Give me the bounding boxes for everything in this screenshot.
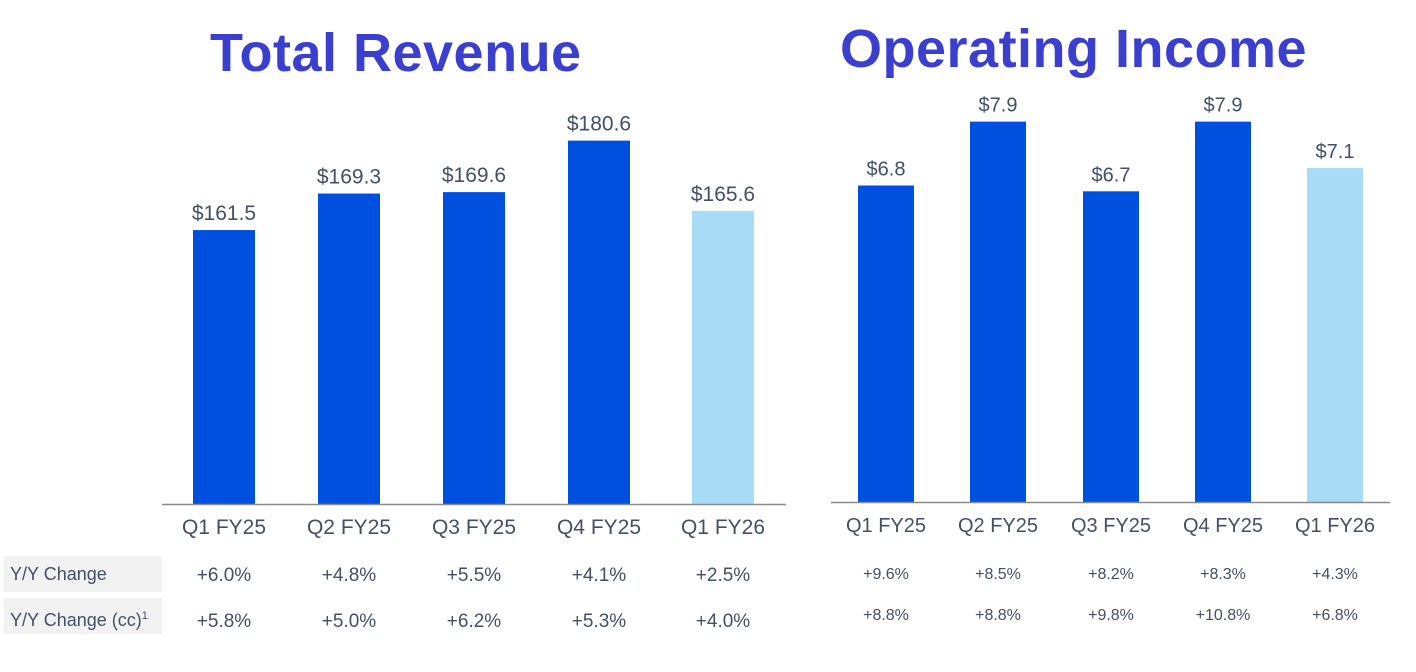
- op-tick-label-4: Q4 FY25: [1183, 515, 1263, 537]
- revenue-yy-cell-3: +5.5%: [446, 565, 502, 586]
- rev-bar-4: [568, 140, 630, 505]
- opinc-yy-cell-5: +4.3%: [1312, 566, 1358, 583]
- op-bar-2: [970, 121, 1026, 503]
- operating-income-chart-title: Operating Income: [840, 19, 1308, 79]
- rev-data-label-5: $165.6: [691, 183, 755, 206]
- revenue-yy-cc-cell-2: +5.0%: [321, 611, 377, 632]
- op-tick-label-1: Q1 FY25: [846, 515, 926, 537]
- rev-data-label-1: $161.5: [192, 202, 256, 225]
- op-data-label-3: $6.7: [1092, 164, 1131, 186]
- op-tick-label-3: Q3 FY25: [1071, 515, 1151, 537]
- op-bar-1: [858, 185, 914, 503]
- op-tick-label-5: Q1 FY26: [1295, 515, 1375, 537]
- rev-tick-label-2: Q2 FY25: [307, 516, 391, 539]
- op-data-label-5: $7.1: [1316, 141, 1355, 163]
- rev-data-label-4: $180.6: [567, 113, 631, 136]
- op-data-label-4: $7.9: [1204, 95, 1243, 117]
- revenue-yy-cc-cell-4: +5.3%: [571, 611, 627, 632]
- rev-bar-3: [443, 192, 505, 505]
- op-data-label-2: $7.9: [979, 95, 1018, 117]
- rev-bar-1: [193, 230, 255, 505]
- op-bar-4: [1195, 121, 1251, 503]
- rev-tick-label-3: Q3 FY25: [432, 516, 516, 539]
- rev-bar-2: [318, 193, 380, 504]
- opinc-yy-cell-2: +8.5%: [975, 566, 1021, 583]
- charts-canvas: $161.5 Q1 FY25 $169.3 Q2 FY25 $169.6 Q3 FY25 $…: [162, 95, 1390, 539]
- opinc-yy-cc-cell-3: +9.8%: [1088, 607, 1134, 624]
- revenue-yy-cc-cell-5: +4.0%: [695, 611, 751, 632]
- revenue-chart-title: Total Revenue: [210, 23, 582, 83]
- revenue-yy-cell-4: +4.1%: [571, 565, 627, 586]
- opinc-yy-cell-3: +8.2%: [1088, 566, 1134, 583]
- row-label-yy-change: Y/Y Change: [4, 556, 162, 592]
- rev-tick-label-5: Q1 FY26: [681, 516, 765, 539]
- rev-data-label-2: $169.3: [317, 166, 381, 189]
- revenue-yy-cc-cell-1: +5.8%: [196, 611, 252, 632]
- rev-bar-5: [692, 210, 754, 504]
- opinc-yy-cc-cell-4: +10.8%: [1195, 607, 1251, 624]
- op-bar-3: [1083, 191, 1139, 502]
- rev-tick-label-1: Q1 FY25: [182, 516, 266, 539]
- revenue-yy-cell-2: +4.8%: [321, 565, 377, 586]
- op-bar-5: [1307, 168, 1363, 502]
- opinc-yy-cell-4: +8.3%: [1200, 566, 1246, 583]
- footnote-mark: 1: [141, 610, 148, 622]
- revenue-yy-cell-5: +2.5%: [695, 565, 751, 586]
- revenue-yy-cell-1: +6.0%: [196, 565, 252, 586]
- opinc-yy-cell-1: +9.6%: [863, 566, 909, 583]
- op-tick-label-2: Q2 FY25: [958, 515, 1038, 537]
- opinc-yy-cc-cell-5: +6.8%: [1312, 607, 1358, 624]
- rev-tick-label-4: Q4 FY25: [557, 516, 641, 539]
- opinc-yy-cc-cell-1: +8.8%: [863, 607, 909, 624]
- row-label-yy-change-cc: Y/Y Change (cc)1: [4, 598, 162, 634]
- op-data-label-1: $6.8: [867, 158, 906, 180]
- rev-data-label-3: $169.6: [442, 164, 506, 187]
- opinc-yy-cc-cell-2: +8.8%: [975, 607, 1021, 624]
- revenue-yy-cc-cell-3: +6.2%: [446, 611, 502, 632]
